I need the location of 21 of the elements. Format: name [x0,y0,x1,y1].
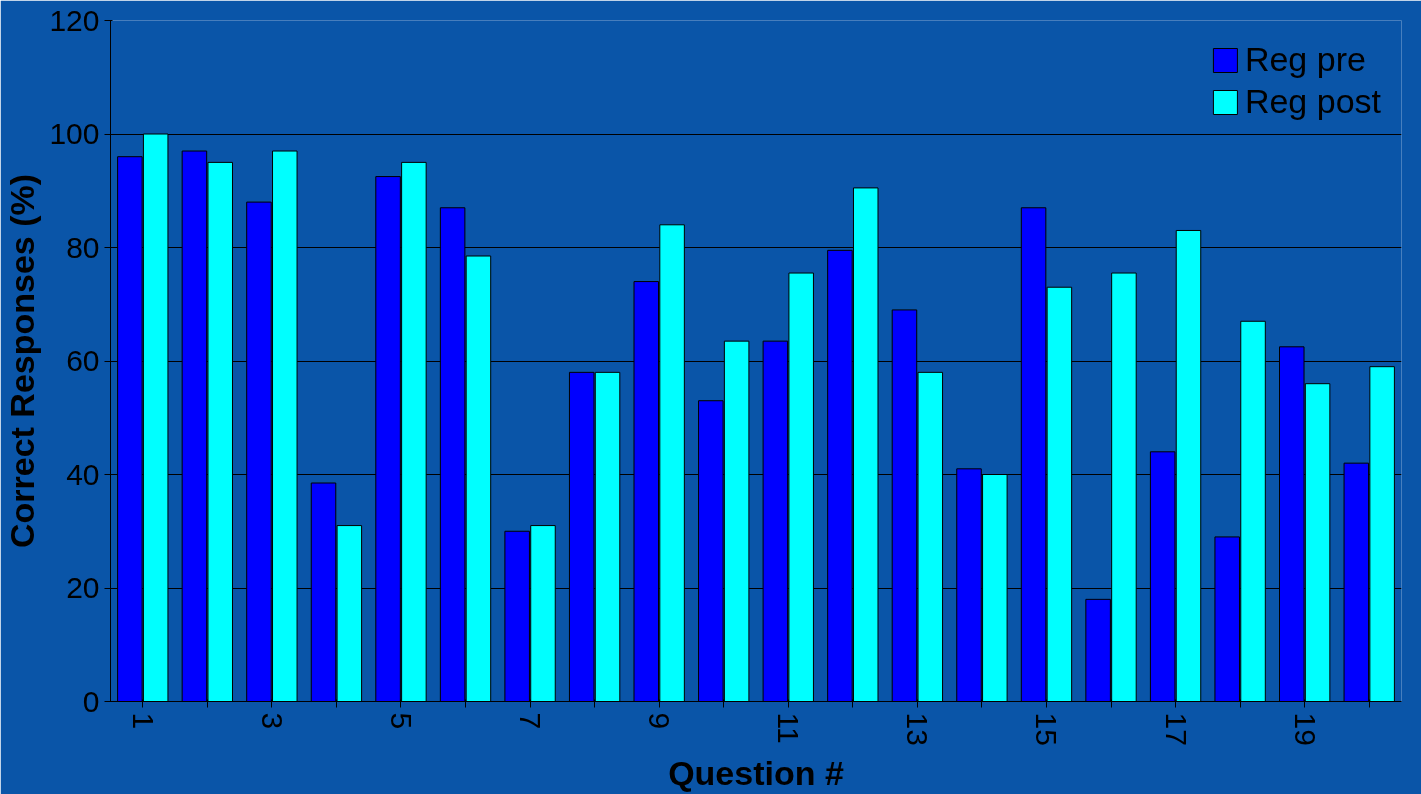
x-tick-label: 3 [255,712,289,730]
legend-label: Reg pre [1244,40,1366,79]
x-tick-label: 9 [643,712,677,730]
x-tick-label: 5 [384,712,418,730]
y-tick-label: 120 [49,3,100,37]
x-tick-label: 17 [1159,712,1193,746]
y-tick-label: 0 [82,684,100,718]
y-axis-title: Correct Responses (%) [3,173,42,549]
y-tick-label: 60 [66,344,100,377]
x-tick-label: 7 [514,712,548,730]
y-tick-label: 20 [66,571,100,604]
x-axis-title: Question # [668,753,844,792]
x-tick-label: 15 [1030,712,1064,746]
y-tick-label: 40 [66,457,100,491]
y-tick-label: 100 [49,117,100,150]
x-tick-label: 13 [901,712,935,746]
x-tick-label: 1 [126,712,160,730]
y-tick-label: 80 [66,230,100,264]
x-tick-label: 19 [1288,712,1322,746]
x-tick-label: 11 [772,712,806,744]
legend-label: Reg post [1244,82,1381,121]
